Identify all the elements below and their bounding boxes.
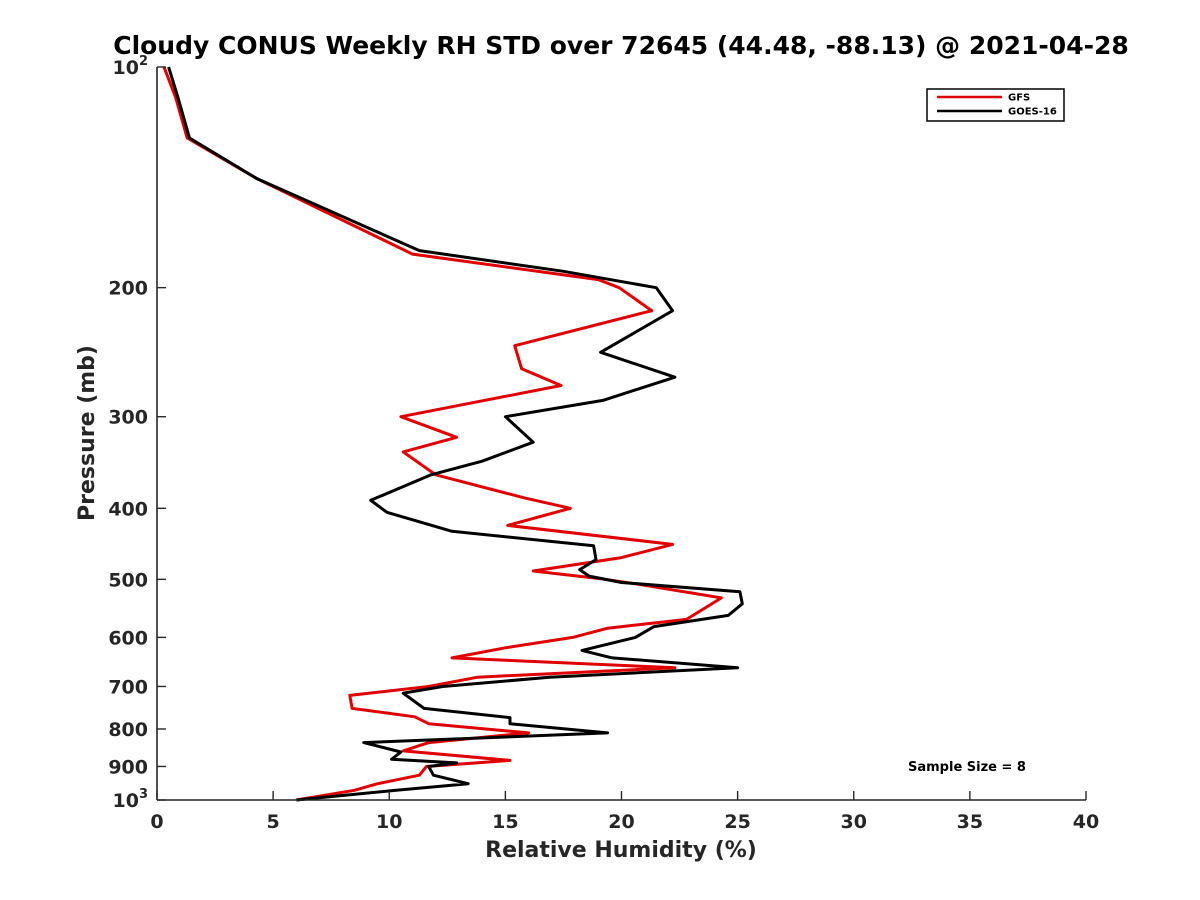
x-tick-label: 40 xyxy=(1073,811,1099,833)
x-tick-label: 30 xyxy=(841,811,867,833)
x-tick-label: 5 xyxy=(267,811,280,833)
legend-box xyxy=(926,88,1065,122)
x-tick-label: 25 xyxy=(724,811,750,833)
axes: 0 5 10 15 20 25 30 35 40 102 200 300 400 500 600 700 800… xyxy=(108,54,1099,833)
y-axis-label: Pressure (mb) xyxy=(75,345,100,521)
y-tick-label: 700 xyxy=(108,676,148,698)
x-axis-label: Relative Humidity (%) xyxy=(485,838,757,863)
y-tick-label: 103 xyxy=(113,787,149,812)
series-line-gfs xyxy=(162,66,723,802)
y-tick-label: 300 xyxy=(108,407,148,429)
y-tick-label: 500 xyxy=(108,569,148,591)
x-tick-label: 35 xyxy=(957,811,983,833)
series-line-goes-16 xyxy=(167,66,744,802)
legend-label-goes-16: GOES-16 xyxy=(1008,107,1057,118)
y-tick-label: 900 xyxy=(108,756,148,778)
y-tick-label: 600 xyxy=(108,627,148,649)
y-tick-label: 800 xyxy=(108,719,148,741)
x-tick-label: 0 xyxy=(150,811,163,833)
plot-area xyxy=(162,66,744,802)
y-tick-label: 400 xyxy=(108,498,148,520)
y-tick-label: 102 xyxy=(113,54,149,79)
legend-label-gfs: GFS xyxy=(1008,93,1030,104)
x-tick-label: 15 xyxy=(492,811,518,833)
sample-size-annotation: Sample Size = 8 xyxy=(908,760,1026,775)
chart-title: Cloudy CONUS Weekly RH STD over 72645 (4… xyxy=(113,31,1129,60)
y-tick-label: 200 xyxy=(108,278,148,300)
x-tick-label: 20 xyxy=(608,811,634,833)
x-tick-label: 10 xyxy=(376,811,402,833)
legend: GFS GOES-16 xyxy=(937,93,1057,118)
